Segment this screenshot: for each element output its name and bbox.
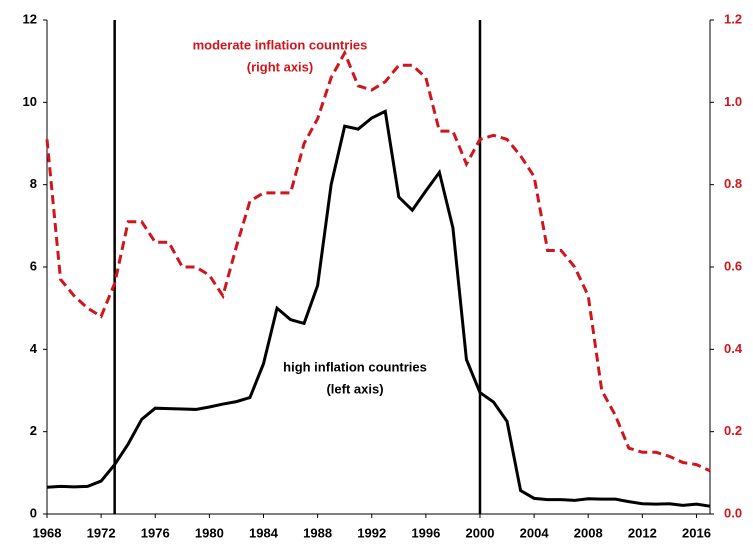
series-line <box>46 109 711 508</box>
y2-tick-label: 0.6 <box>724 258 742 273</box>
x-tick-label: 1992 <box>357 525 386 540</box>
x-tick-label: 1996 <box>411 525 440 540</box>
x-tick-label: 1984 <box>249 525 279 540</box>
annotation: high inflation countries <box>283 359 427 374</box>
y-tick-label: 2 <box>30 423 37 438</box>
x-tick-label: 2012 <box>628 525 657 540</box>
y2-tick-label: 1.0 <box>724 94 742 109</box>
x-tick-label: 1980 <box>195 525 224 540</box>
x-tick-label: 1972 <box>87 525 116 540</box>
x-tick-label: 1968 <box>33 525 62 540</box>
y-tick-label: 6 <box>30 258 37 273</box>
annotation: (right axis) <box>247 59 313 74</box>
x-tick-label: 2000 <box>466 525 495 540</box>
y2-tick-label: 0.4 <box>724 341 743 356</box>
y-tick-label: 0 <box>30 505 37 520</box>
series-line <box>45 49 711 473</box>
x-tick-label: 2008 <box>574 525 603 540</box>
x-tick-label: 1988 <box>303 525 332 540</box>
y-tick-label: 10 <box>23 94 37 109</box>
y-tick-label: 4 <box>30 341 38 356</box>
x-tick-label: 1976 <box>141 525 170 540</box>
y2-tick-label: 0.2 <box>724 423 742 438</box>
annotation: moderate inflation countries <box>193 37 368 52</box>
y-tick-label: 8 <box>30 176 37 191</box>
y-tick-label: 12 <box>23 11 37 26</box>
y2-tick-label: 0.8 <box>724 176 742 191</box>
y2-tick-label: 1.2 <box>724 11 742 26</box>
y2-tick-label: 0.0 <box>724 505 742 520</box>
x-tick-label: 2004 <box>520 525 550 540</box>
annotation: (left axis) <box>326 381 383 396</box>
x-tick-label: 2016 <box>682 525 711 540</box>
